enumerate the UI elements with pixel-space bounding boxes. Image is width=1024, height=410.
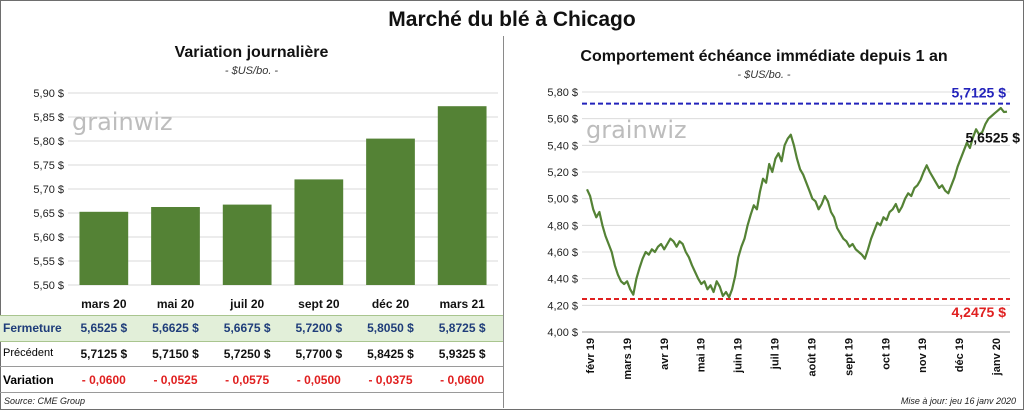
panel-divider bbox=[503, 36, 504, 408]
high-reference-label: 5,7125 $ bbox=[952, 85, 1007, 101]
last-price-label: 5,6525 $ bbox=[966, 130, 1021, 146]
table-cell: 5,9325 $ bbox=[438, 347, 486, 361]
x-tick-label: mars 20 bbox=[81, 297, 127, 311]
y-tick-label: 5,90 $ bbox=[33, 88, 64, 100]
x-tick-label: déc 20 bbox=[372, 297, 410, 311]
y-tick-label: 5,20 $ bbox=[547, 167, 578, 179]
x-tick-label: déc 19 bbox=[954, 338, 966, 372]
y-tick-label: 5,80 $ bbox=[547, 87, 578, 99]
bar bbox=[79, 211, 129, 285]
bar bbox=[437, 106, 487, 285]
x-tick-label: sept 19 bbox=[843, 338, 855, 376]
table-cell: 5,8425 $ bbox=[367, 347, 414, 361]
bar-chart: 5,50 $ 5,55 $ 5,60 $ 5,65 $ 5,70 $ 5,75 $ 5,80… bbox=[33, 88, 498, 311]
table-cell: 5,7250 $ bbox=[223, 347, 271, 361]
table-cell: 5,6675 $ bbox=[223, 321, 271, 335]
y-tick-label: 4,80 $ bbox=[547, 220, 578, 232]
x-tick-label: juil 20 bbox=[229, 297, 264, 311]
table-cell: 5,8725 $ bbox=[438, 321, 486, 335]
x-tick-label: nov 19 bbox=[917, 338, 929, 373]
x-tick-label: mai 19 bbox=[696, 338, 708, 372]
x-tick-label: mars 21 bbox=[439, 297, 485, 311]
table-cell: 5,6525 $ bbox=[80, 321, 128, 335]
table-row-variation: Variation - 0,0600 - 0,0525 - 0,0575 - 0,05… bbox=[0, 367, 503, 393]
low-reference-label: 4,2475 $ bbox=[952, 304, 1007, 320]
row-label-previous: Précédent bbox=[3, 347, 54, 359]
watermark-logo: grainwiz bbox=[72, 108, 173, 136]
table-row-previous: Précédent 5,7125 $ 5,7150 $ 5,7250 $ 5,7700… bbox=[0, 341, 503, 367]
table-cell: - 0,0600 bbox=[81, 373, 126, 387]
x-tick-label: juil 19 bbox=[770, 338, 782, 370]
source-note: Source: CME Group bbox=[4, 396, 86, 406]
y-tick-label: 5,70 $ bbox=[33, 184, 64, 196]
y-tick-label: 5,85 $ bbox=[33, 112, 64, 124]
updated-note: Mise à jour: jeu 16 janv 2020 bbox=[900, 396, 1016, 406]
bar bbox=[222, 204, 272, 285]
x-tick-label: oct 19 bbox=[880, 338, 892, 370]
table-cell: 5,6625 $ bbox=[152, 321, 199, 335]
row-label-close: Fermeture bbox=[3, 321, 62, 335]
y-tick-label: 5,40 $ bbox=[547, 140, 578, 152]
row-label-variation: Variation bbox=[3, 373, 54, 387]
price-line bbox=[586, 106, 1008, 299]
table-cell: 5,7125 $ bbox=[80, 347, 128, 361]
main-title: Marché du blé à Chicago bbox=[388, 8, 636, 31]
left-panel-title: Variation journalière bbox=[174, 44, 329, 61]
x-tick-label: févr 19 bbox=[585, 338, 597, 373]
table-cell: - 0,0375 bbox=[368, 373, 413, 387]
y-tick-label: 5,60 $ bbox=[547, 114, 578, 126]
bar bbox=[366, 138, 415, 285]
line-chart: 4,00 $ 4,20 $ 4,40 $ 4,60 $ 4,80 $ 5,00 $ 5,20… bbox=[547, 85, 1021, 380]
bar bbox=[294, 179, 344, 285]
x-tick-label: janv 20 bbox=[991, 338, 1003, 376]
y-tick-label: 5,80 $ bbox=[33, 136, 64, 148]
x-tick-label: juin 19 bbox=[733, 338, 745, 374]
x-tick-label: mai 20 bbox=[157, 297, 195, 311]
y-tick-label: 5,60 $ bbox=[33, 232, 64, 244]
watermark-logo: grainwiz bbox=[586, 116, 687, 144]
table-cell: 5,7200 $ bbox=[295, 321, 343, 335]
y-tick-label: 5,75 $ bbox=[33, 160, 64, 172]
y-tick-label: 5,65 $ bbox=[33, 208, 64, 220]
y-tick-label: 4,20 $ bbox=[547, 300, 578, 312]
x-tick-label: sept 20 bbox=[298, 297, 340, 311]
y-tick-label: 5,50 $ bbox=[33, 280, 64, 292]
right-panel-subtitle: - $US/bo. - bbox=[737, 69, 791, 81]
table-cell: - 0,0500 bbox=[296, 373, 341, 387]
left-panel-subtitle: - $US/bo. - bbox=[224, 65, 279, 77]
y-tick-label: 4,60 $ bbox=[547, 247, 578, 259]
x-tick-label: avr 19 bbox=[659, 338, 671, 370]
x-tick-label: mars 19 bbox=[622, 338, 634, 380]
table-cell: - 0,0525 bbox=[153, 373, 198, 387]
y-tick-label: 5,55 $ bbox=[33, 256, 64, 268]
right-panel-title: Comportement échéance immédiate depuis 1… bbox=[580, 48, 948, 65]
table-cell: - 0,0600 bbox=[440, 373, 485, 387]
bar bbox=[151, 207, 200, 285]
x-tick-label: août 19 bbox=[806, 338, 818, 377]
table-cell: - 0,0575 bbox=[225, 373, 270, 387]
table-row-close: Fermeture 5,6525 $ 5,6625 $ 5,6675 $ 5,7200… bbox=[0, 315, 503, 342]
table-cell: 5,8050 $ bbox=[367, 321, 414, 335]
y-tick-label: 5,00 $ bbox=[547, 194, 578, 206]
table-cell: 5,7150 $ bbox=[152, 347, 199, 361]
y-tick-label: 4,40 $ bbox=[547, 274, 578, 286]
y-tick-label: 4,00 $ bbox=[547, 327, 578, 339]
table-cell: 5,7700 $ bbox=[295, 347, 343, 361]
